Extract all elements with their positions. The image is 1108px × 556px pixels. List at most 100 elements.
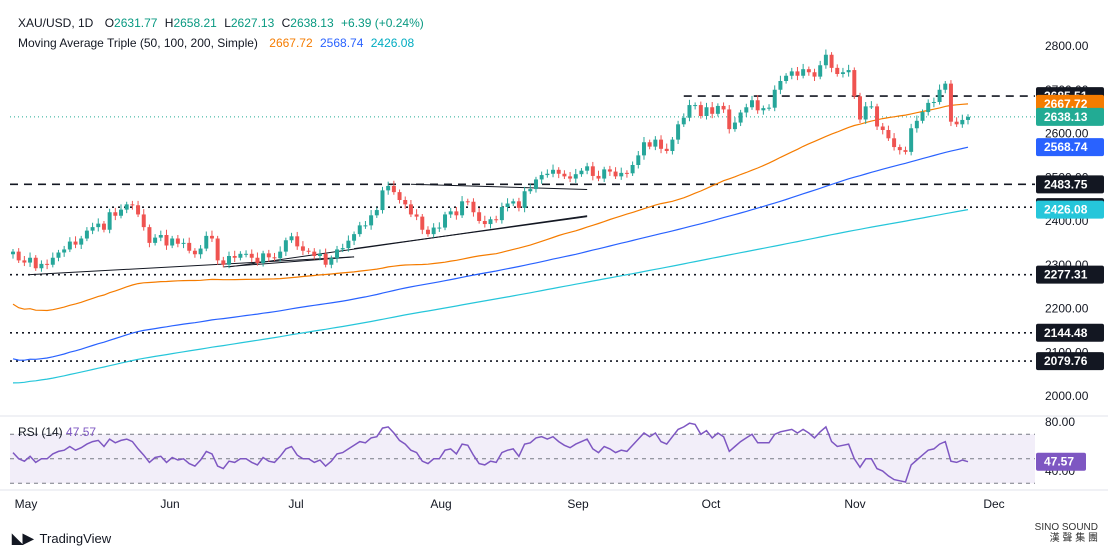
candle	[448, 207, 453, 218]
candle-body	[835, 67, 840, 74]
candle	[676, 120, 681, 144]
candle-body	[204, 235, 209, 249]
candle	[39, 260, 44, 272]
candle-body	[499, 207, 504, 221]
candle	[664, 143, 669, 154]
candle-body	[755, 100, 760, 111]
candle-body	[778, 81, 783, 90]
candle-body	[897, 147, 902, 151]
candle	[505, 198, 510, 212]
time-axis: May Jun Jul Aug Sep Oct Nov Dec	[0, 489, 1108, 511]
candle-body	[147, 227, 152, 243]
candle	[954, 117, 959, 127]
candle	[335, 245, 340, 263]
candle	[113, 207, 118, 221]
candle-body	[283, 240, 288, 252]
candle	[340, 243, 345, 253]
candle-body	[670, 139, 675, 151]
candle-body	[596, 175, 601, 179]
candle-body	[227, 256, 232, 265]
candle-body	[67, 241, 72, 250]
candle	[545, 169, 550, 178]
candle-body	[101, 223, 106, 230]
candle-body	[153, 237, 158, 243]
tradingview-logo[interactable]: ◣▶ TradingView	[12, 530, 111, 547]
candle-body	[62, 249, 67, 253]
candle	[670, 137, 675, 155]
candle	[443, 211, 448, 231]
candle-body	[533, 179, 538, 190]
candle-body	[50, 257, 55, 265]
candle	[147, 224, 152, 248]
candle	[806, 66, 811, 76]
candle-body	[647, 142, 652, 147]
candle	[511, 198, 516, 207]
candle-body	[300, 246, 305, 251]
candle-body	[488, 219, 493, 225]
candle	[249, 249, 254, 263]
candle-body	[28, 257, 33, 263]
candle	[73, 236, 78, 249]
candle-body	[761, 108, 766, 111]
x-tick-label: Aug	[430, 497, 451, 511]
candle	[704, 102, 709, 120]
candle-body	[801, 69, 806, 76]
candle-body	[539, 175, 544, 180]
candle-body	[772, 89, 777, 108]
candle-body	[221, 260, 226, 265]
candle	[306, 248, 311, 255]
candle	[858, 92, 862, 123]
candle	[215, 235, 220, 265]
candle-body	[448, 211, 453, 215]
candle-body	[829, 54, 834, 68]
candle	[16, 248, 21, 263]
rsi-value-box	[1036, 452, 1086, 471]
candle-body	[215, 238, 220, 261]
candle	[67, 237, 72, 253]
watermark-bottom: 漢 聲 集 團	[1049, 533, 1098, 544]
candle	[875, 103, 880, 130]
price-label-text: 2277.31	[1044, 268, 1088, 282]
candle-body	[738, 112, 743, 123]
price-label-text: 2079.76	[1044, 354, 1088, 368]
candle-body	[460, 201, 465, 216]
candle	[852, 67, 857, 99]
price-label-box	[1036, 352, 1104, 371]
x-tick-label: Dec	[983, 497, 1004, 511]
candle	[124, 201, 129, 214]
candle-body	[386, 186, 391, 191]
candle-body	[22, 260, 27, 263]
candle-body	[806, 69, 811, 73]
candle	[431, 223, 436, 238]
candle-body	[749, 100, 754, 108]
candle-body	[505, 203, 510, 207]
candle-body	[181, 242, 186, 244]
candle	[232, 250, 237, 263]
candle	[727, 105, 732, 134]
candle-body	[767, 107, 772, 109]
candle	[391, 180, 396, 195]
candle	[386, 181, 391, 195]
y-tick-label: 2800.00	[1045, 39, 1089, 53]
candle	[45, 259, 50, 270]
ohlc-legend: XAU/USD, 1D O2631.77 H2658.21 L2627.13 C…	[18, 16, 428, 30]
candle	[886, 125, 891, 141]
candle	[136, 200, 141, 218]
low-label: L2627.13	[224, 16, 275, 30]
ma200-value: 2426.08	[370, 36, 415, 50]
candle-body	[795, 71, 800, 76]
candle	[607, 165, 612, 176]
candle	[261, 250, 266, 267]
candle	[272, 252, 277, 261]
trendline-3	[354, 216, 588, 250]
candle	[96, 218, 101, 232]
rsi-line	[12, 422, 969, 483]
candle-body	[363, 225, 368, 227]
price-label-box	[1036, 265, 1104, 284]
candle-body	[192, 250, 197, 255]
candle	[772, 85, 777, 112]
candle	[784, 73, 789, 84]
candle-body	[346, 240, 351, 249]
price-label-box	[1036, 323, 1104, 342]
